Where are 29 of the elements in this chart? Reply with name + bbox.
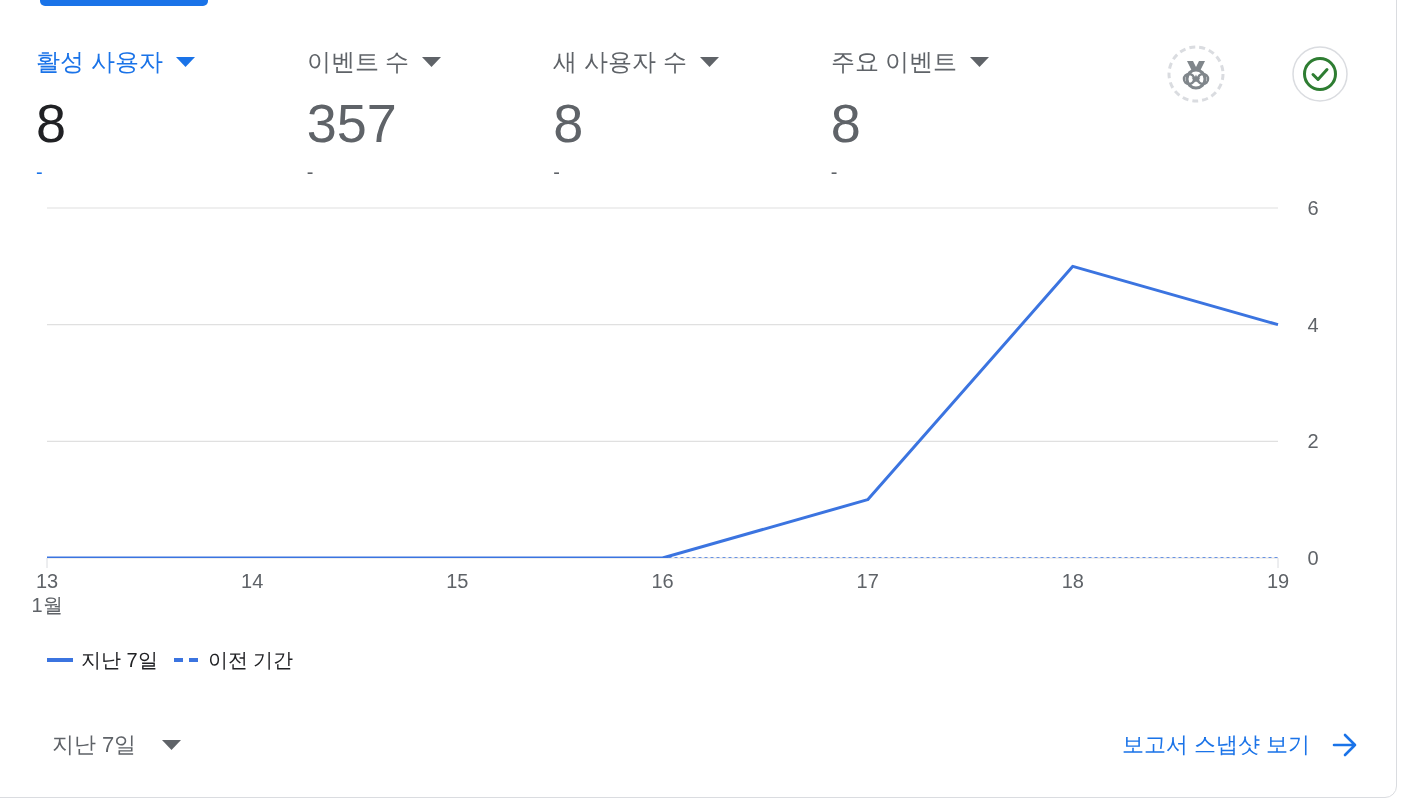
category-label: 주요 이벤트: [830, 47, 958, 77]
data-label: 8: [553, 93, 585, 153]
text: 1월: [31, 594, 63, 616]
x-tick-label: 14: [241, 570, 264, 592]
y-tick-label: 0: [1307, 547, 1319, 569]
x-tick-label: 13: [35, 570, 59, 592]
x-tick-label: 17: [856, 570, 879, 592]
legend-label: 이전 기간: [207, 648, 294, 673]
text: -: [830, 161, 838, 183]
y-tick-label: 4: [1307, 313, 1319, 336]
text: 보고서 스냅샷 보기: [1121, 731, 1310, 759]
text: -: [553, 161, 561, 183]
x-tick-label: 15: [446, 570, 469, 592]
data-label: 8: [36, 93, 68, 153]
category-label: 활성 사용자: [36, 47, 163, 77]
x-tick-label: 16: [651, 570, 674, 592]
text: 지난 7일: [52, 731, 137, 759]
text: -: [36, 161, 43, 183]
data-label: 8: [830, 93, 862, 153]
data-label: 357: [306, 93, 398, 153]
category-label: 새 사용자 수: [553, 47, 687, 77]
category-label: 이벤트 수: [306, 47, 410, 77]
x-tick-label: 19: [1266, 570, 1290, 592]
y-tick-label: 6: [1307, 197, 1319, 219]
x-tick-label: 18: [1061, 570, 1084, 592]
legend-label: 지난 7일: [81, 648, 158, 673]
text: -: [306, 161, 314, 183]
line-series: [45, 264, 1280, 558]
y-tick-label: 2: [1307, 430, 1319, 453]
